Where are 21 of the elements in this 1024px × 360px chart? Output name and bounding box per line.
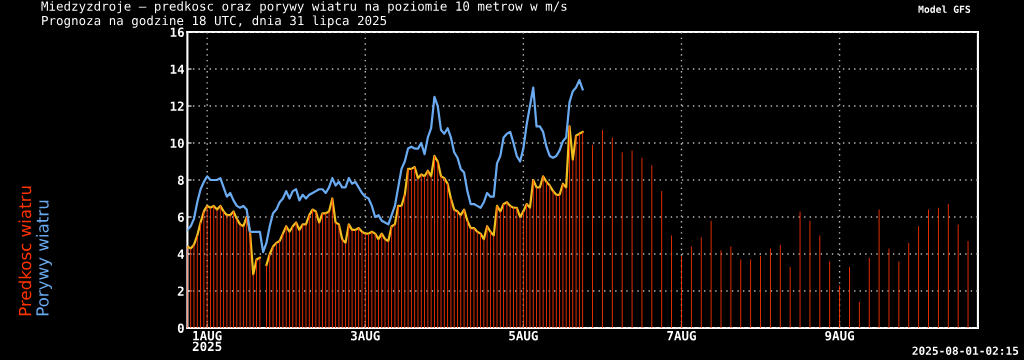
chart-subtitle: Prognoza na godzine 18 UTC, dnia 31 lipca 2025 bbox=[42, 15, 387, 28]
y-tick-label: 6 bbox=[177, 212, 184, 222]
line-series bbox=[187, 79, 584, 254]
x-tick-label: 5AUG bbox=[509, 330, 538, 341]
y-tick-label: 12 bbox=[170, 101, 184, 111]
x-tick-label: 7AUG bbox=[667, 330, 696, 341]
y-tick-label: 2 bbox=[177, 286, 184, 296]
x-tick-label: 3AUG bbox=[350, 330, 380, 341]
text: Porywy wiatru bbox=[35, 200, 52, 316]
text: Model GFS bbox=[918, 5, 971, 13]
chart-title: Miedzyzdroje — predkosc oraz porywy wiatru na poziomie 10 metrow w m/s bbox=[41, 1, 567, 14]
x-tick-label: 9AUG bbox=[825, 330, 854, 341]
y-tick-label: 10 bbox=[170, 138, 184, 148]
text: Predkosc wiatru bbox=[18, 186, 32, 316]
y-tick-label: 4 bbox=[177, 249, 185, 259]
y-tick-label: 16 bbox=[170, 27, 184, 37]
y-tick-label: 14 bbox=[170, 64, 185, 74]
x-tick-label: 1AUG 2025 bbox=[192, 330, 222, 352]
y-tick-label: 8 bbox=[177, 175, 184, 185]
y-tick-label: 0 bbox=[177, 323, 184, 333]
text: 2025-08-01-02:15 bbox=[912, 346, 1019, 355]
